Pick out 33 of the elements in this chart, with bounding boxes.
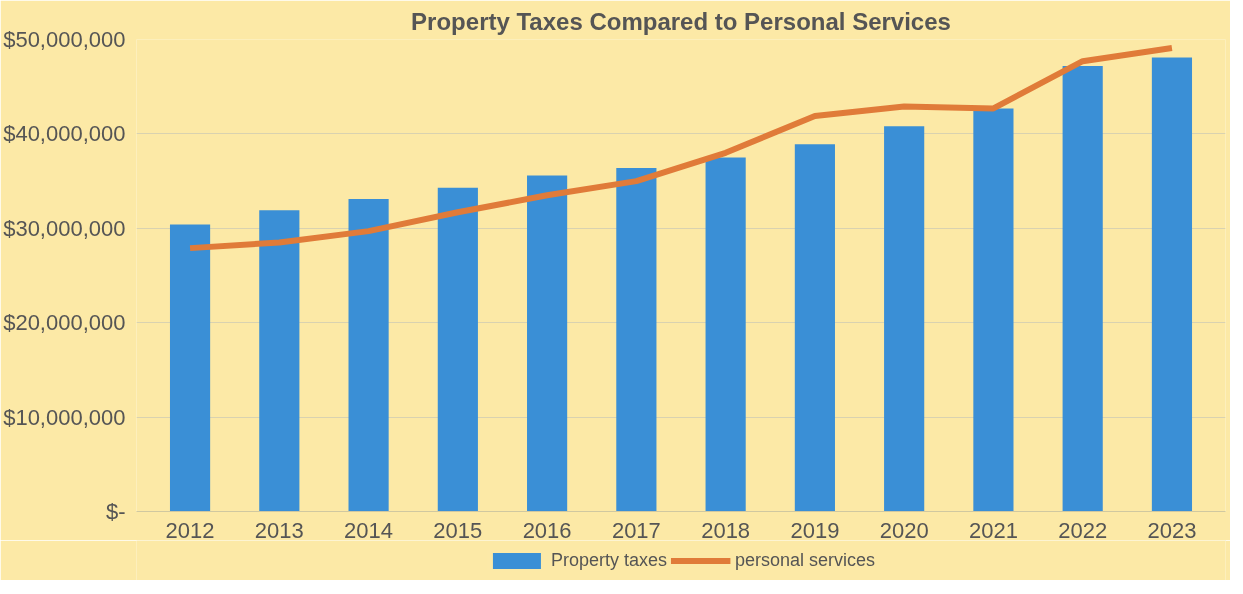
x-tick-label: 2020 xyxy=(879,517,929,543)
x-tick-label: 2021 xyxy=(968,517,1018,543)
y-tick-label: $- xyxy=(105,499,126,524)
bar xyxy=(527,175,568,512)
bar xyxy=(259,210,300,512)
y-tick-label: $10,000,000 xyxy=(3,404,126,430)
bar xyxy=(1062,65,1103,512)
legend-label: personal services xyxy=(735,549,876,571)
x-tick-label: 2016 xyxy=(522,517,572,543)
x-tick-label: 2017 xyxy=(611,517,661,543)
x-tick-label: 2023 xyxy=(1147,517,1197,543)
x-tick-label: 2013 xyxy=(254,517,304,543)
y-tick-label: $50,000,000 xyxy=(3,27,126,52)
bar xyxy=(1151,57,1193,512)
bar xyxy=(616,167,657,512)
bar xyxy=(705,157,746,512)
x-tick-label: 2015 xyxy=(433,517,483,543)
legend-label: Property taxes xyxy=(550,549,667,571)
x-tick-label: 2012 xyxy=(165,517,215,543)
bar xyxy=(794,144,835,512)
y-tick-label: $40,000,000 xyxy=(3,121,126,147)
x-tick-label: 2019 xyxy=(790,517,840,543)
y-tick-label: $20,000,000 xyxy=(3,310,126,336)
bar xyxy=(973,108,1014,512)
bar xyxy=(348,199,389,512)
x-tick-label: 2014 xyxy=(344,517,394,543)
bar xyxy=(169,224,211,512)
bar xyxy=(884,126,925,512)
x-tick-label: 2022 xyxy=(1058,517,1108,543)
x-tick-label: 2018 xyxy=(701,517,751,543)
bar xyxy=(437,187,478,512)
y-tick-label: $30,000,000 xyxy=(3,215,126,241)
chart-title: Property Taxes Compared to Personal Services xyxy=(411,7,951,35)
